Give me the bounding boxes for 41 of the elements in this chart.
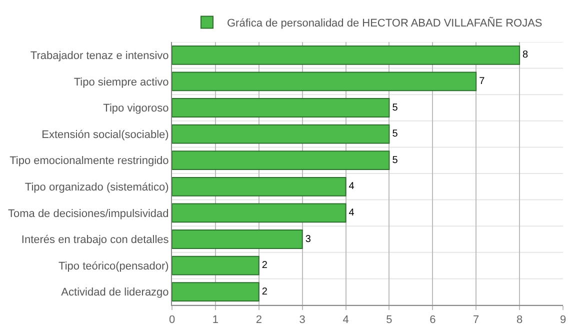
- x-tick-label: 4: [342, 314, 349, 326]
- data-label: 7: [479, 76, 486, 87]
- data-label: 8: [522, 50, 529, 61]
- x-tick-label: 7: [473, 314, 480, 326]
- x-tick-label: 5: [386, 314, 392, 326]
- data-label: 5: [392, 102, 398, 114]
- y-tick-label: Tipo organizado (sistemático): [24, 182, 169, 194]
- bar: [172, 45, 520, 65]
- x-tick-label: 3: [299, 314, 306, 326]
- legend-label: Gráfica de personalidad de HECTOR ABAD VILLAFAÑE ROJAS: [227, 16, 542, 30]
- data-label: 2: [262, 260, 268, 272]
- bar: [172, 282, 260, 302]
- y-tick-label: Tipo vigoroso: [103, 102, 169, 115]
- y-tick-label: Tipo teórico(pensador): [58, 260, 169, 272]
- x-tick-label: 9: [560, 314, 566, 326]
- bar: [172, 98, 390, 118]
- y-tick-label: Trabajador tenaz e intensivo: [30, 50, 169, 62]
- bar: [172, 230, 303, 249]
- bar: [172, 124, 390, 144]
- bar: [172, 176, 346, 196]
- data-label: 5: [392, 128, 398, 140]
- y-tick-label: Interés en trabajo con detalles: [21, 234, 170, 246]
- data-label: 3: [305, 234, 312, 245]
- y-tick-label: Tipo emocionalmente restringido: [10, 155, 169, 168]
- bar: [172, 72, 477, 92]
- bar: [172, 203, 346, 223]
- bar: [172, 150, 390, 170]
- x-tick-label: 8: [516, 314, 523, 326]
- data-label: 4: [348, 207, 355, 218]
- data-label: 4: [348, 181, 355, 192]
- x-tick-label: 6: [430, 314, 436, 326]
- y-tick-label: Tipo siempre activo: [74, 76, 169, 88]
- x-tick-label: 2: [256, 314, 262, 326]
- bar: [172, 256, 260, 276]
- y-tick-label: Extensión social(sociable): [42, 128, 169, 141]
- x-tick-label: 1: [212, 314, 219, 326]
- data-label: 2: [262, 286, 268, 298]
- data-label: 5: [392, 154, 398, 166]
- y-tick-label: Actividad de liderazgo: [61, 286, 169, 299]
- x-tick-label: 0: [168, 314, 176, 326]
- y-tick-label: Toma de decisiones/impulsividad: [8, 208, 169, 220]
